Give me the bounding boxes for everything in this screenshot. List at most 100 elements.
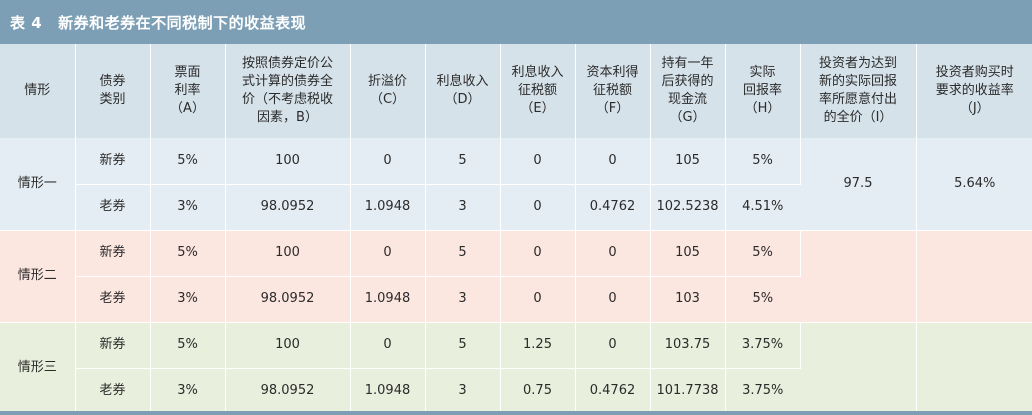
column-header-line: 债券: [99, 74, 126, 89]
table-cell: 老券: [75, 276, 151, 323]
table-cell: 新券: [75, 138, 151, 185]
table-cell: 102.5238: [650, 184, 726, 231]
table-cell: 101.7738: [650, 368, 726, 415]
bottom-rule: [0, 411, 1032, 415]
table-cell: 5%: [150, 322, 226, 369]
table-cell: 1.25: [500, 322, 576, 369]
column-header-line: （G）: [669, 110, 706, 125]
table-cell: 3: [425, 276, 501, 323]
table-row: 情形三 新券 5% 100 0 5 1.25 0 103.75 3.75%: [0, 322, 1032, 415]
table-row: 老券 3% 98.0952 1.0948 3 0 0.4762 102.5238 4.51%: [0, 184, 1032, 231]
table-cell: 0: [575, 276, 651, 323]
table-cell: 新券: [75, 230, 151, 277]
column-header-line: 后获得的: [661, 74, 714, 89]
table-cell: 100: [225, 138, 351, 185]
table-number: 表 4: [10, 13, 43, 32]
column-header-line: 资本利得: [586, 65, 639, 80]
column-header: 利息收入 （D）: [425, 44, 501, 138]
table-cell: 1.0948: [350, 184, 426, 231]
table-cell: 0.75: [500, 368, 576, 415]
table-cell: 0: [575, 230, 651, 277]
table-cell: 0: [500, 138, 576, 185]
column-header-line: 的全价（I）: [823, 110, 893, 125]
merged-value-cell: [916, 230, 1032, 323]
table-title: 新券和老券在不同税制下的收益表现: [58, 13, 307, 32]
column-header-line: 利息收入: [511, 65, 564, 80]
table-cell: 老券: [75, 184, 151, 231]
table-cell: 103.75: [650, 322, 726, 369]
scenario-label: 情形三: [0, 322, 76, 415]
column-header-line: 利率: [174, 83, 201, 98]
table-body: 情形一 新券 5% 100 0 5 0 0 105 5% 97.5 5.64% 老券 3% 98.0952 1…: [0, 138, 1032, 415]
table-cell: 0: [500, 184, 576, 231]
table-cell: 100: [225, 322, 351, 369]
column-header-line: 投资者购买时: [935, 65, 1014, 80]
table-cell: 0: [350, 322, 426, 369]
scenario-label: 情形一: [0, 138, 76, 231]
table-cell: 105: [650, 138, 726, 185]
table-cell: 4.51%: [725, 184, 800, 231]
column-header: 利息收入征税额 （E）: [500, 44, 576, 138]
column-header-line: （D）: [444, 92, 481, 107]
column-header-line: （C）: [369, 92, 406, 107]
table-row: 情形一 新券 5% 100 0 5 0 0 105 5% 97.5 5.64%: [0, 138, 1032, 231]
table-header: 情形 债券 类别 票面 利率 （A） 按照债券定价公 式计算的债券全 价（不考虑税收 因素，B）折…: [0, 44, 1032, 138]
column-header-line: 实际: [749, 65, 776, 80]
table-cell: 105: [650, 230, 726, 277]
table-cell: 3%: [150, 368, 226, 415]
merged-value-cell: [800, 322, 917, 415]
merged-value-cell: 97.5: [800, 138, 917, 231]
table-row: 情形二 新券 5% 100 0 5 0 0 105 5%: [0, 230, 1032, 323]
table-row: 老券 3% 98.0952 1.0948 3 0 0 103 5%: [0, 276, 1032, 323]
merged-value-cell: [916, 322, 1032, 415]
table-cell: 3.75%: [725, 322, 801, 369]
column-header-line: 回报率: [742, 83, 782, 98]
scenario-label: 情形二: [0, 230, 76, 323]
table-cell: 0.4762: [575, 368, 651, 415]
column-header: 持有一年 后获得的 现金流 （G）: [650, 44, 726, 138]
column-header: 票面 利率 （A）: [150, 44, 226, 138]
column-header-line: 现金流: [667, 92, 707, 107]
table-cell: 5%: [725, 230, 801, 277]
column-header-line: 要求的收益率: [935, 83, 1014, 98]
column-header-line: 按照债券定价公: [241, 56, 333, 71]
column-header-line: 征税额: [592, 83, 632, 98]
table-cell: 5: [425, 138, 501, 185]
column-header-line: （F）: [595, 101, 630, 116]
column-header-line: 投资者为达到: [818, 56, 897, 71]
column-header-line: （A）: [170, 101, 205, 116]
header-row: 情形 债券 类别 票面 利率 （A） 按照债券定价公 式计算的债券全 价（不考虑税收 因素，B）折…: [0, 44, 1032, 138]
column-header-line: 新的实际回报: [818, 74, 897, 89]
column-header-line: 折溢价: [367, 74, 407, 89]
column-header: 资本利得征税额 （F）: [575, 44, 651, 138]
returns-table: 情形 债券 类别 票面 利率 （A） 按照债券定价公 式计算的债券全 价（不考虑税收 因素，B）折…: [0, 44, 1032, 415]
table-cell: 5%: [725, 276, 800, 323]
table-cell: 1.0948: [350, 368, 426, 415]
column-header-line: 率所愿意付出: [818, 92, 897, 107]
table-cell: 1.0948: [350, 276, 426, 323]
column-header: 折溢价 （C）: [350, 44, 426, 138]
table-cell: 103: [650, 276, 726, 323]
table-cell: 98.0952: [225, 368, 351, 415]
merged-value-cell: 5.64%: [916, 138, 1032, 231]
column-header-line: （E）: [520, 101, 555, 116]
table-cell: 5: [425, 322, 501, 369]
column-header-line: 利息收入: [436, 74, 489, 89]
table-cell: 0: [575, 138, 651, 185]
table-cell: 98.0952: [225, 184, 351, 231]
column-header-line: 类别: [99, 92, 126, 107]
table-cell: 3%: [150, 184, 226, 231]
table-cell: 5: [425, 230, 501, 277]
table-cell: 新券: [75, 322, 151, 369]
table-cell: 0: [500, 230, 576, 277]
column-header-line: 征税额: [517, 83, 557, 98]
column-header: 按照债券定价公 式计算的债券全 价（不考虑税收 因素，B）: [225, 44, 351, 138]
table-cell: 0: [350, 230, 426, 277]
column-header-line: （H）: [744, 101, 781, 116]
column-header-line: 价（不考虑税收: [241, 92, 333, 107]
table-cell: 0: [575, 322, 651, 369]
column-header: 债券 类别: [75, 44, 151, 138]
table-cell: 0: [350, 138, 426, 185]
table-cell: 0: [500, 276, 576, 323]
